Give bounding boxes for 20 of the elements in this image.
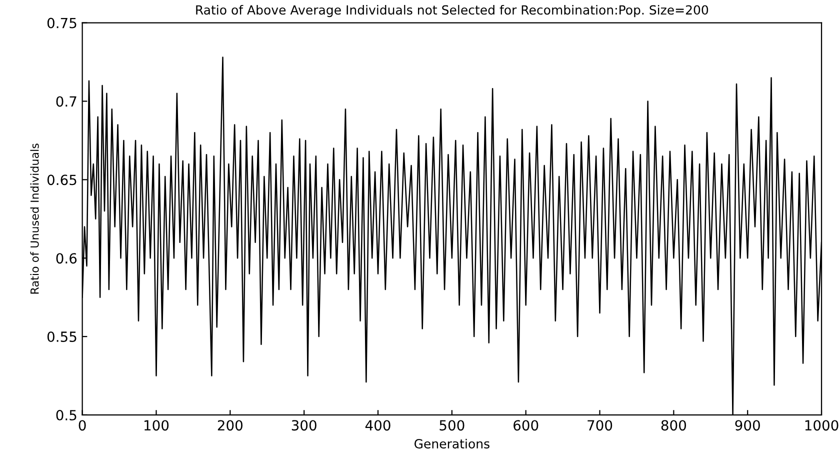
x-tick-label: 400 <box>365 420 390 431</box>
x-axis-title: Generations <box>414 438 490 448</box>
y-tick-label: 0.7 <box>56 96 76 107</box>
x-tick-label: 900 <box>735 420 760 431</box>
x-tick-label: 1000 <box>805 420 838 431</box>
x-tick-label: 500 <box>440 420 464 431</box>
x-tick-label: 100 <box>144 420 169 431</box>
y-axis-title: Ratio of Unused Individuals <box>30 144 39 294</box>
x-tick-label: 700 <box>588 420 612 431</box>
y-tick-label: 0.65 <box>47 174 76 186</box>
x-tick-label: 600 <box>514 420 538 431</box>
chart-title: Ratio of Above Average Individuals not Selected for Recombination:Pop. Size=200 <box>196 4 708 18</box>
x-tick-label: 200 <box>218 420 242 431</box>
y-tick-label: 0.5 <box>56 410 76 420</box>
y-tick-label: 0.75 <box>47 18 76 28</box>
y-tick-label: 0.55 <box>47 331 76 342</box>
x-tick-label: 300 <box>292 420 316 431</box>
x-tick-label: 0 <box>78 420 86 431</box>
x-tick-label: 800 <box>661 420 686 431</box>
y-tick-label: 0.6 <box>56 253 77 264</box>
